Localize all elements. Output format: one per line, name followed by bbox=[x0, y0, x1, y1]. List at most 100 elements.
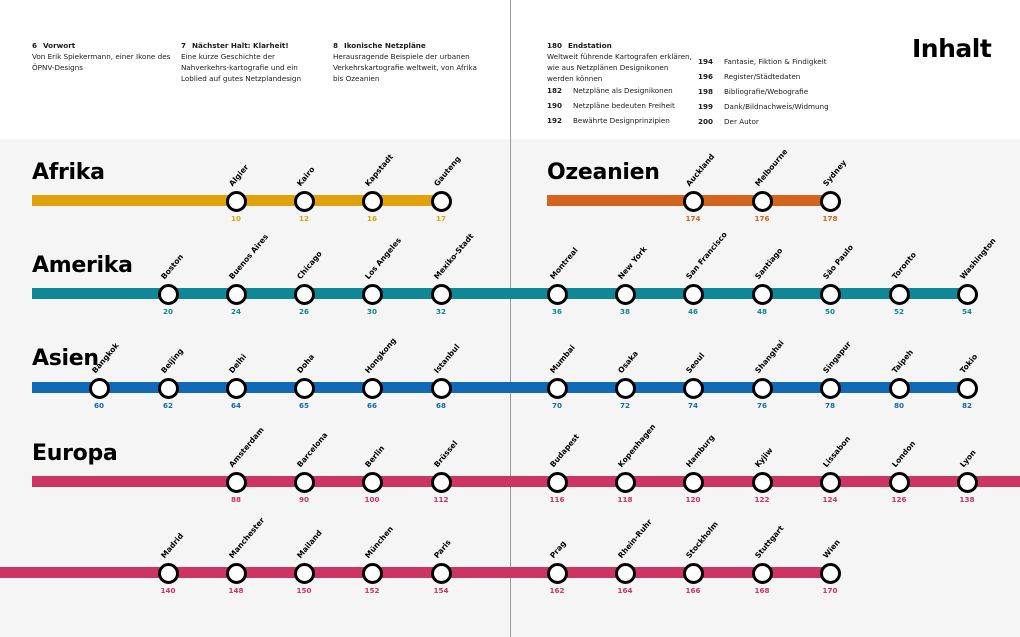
station-name[interactable]: Doha bbox=[295, 352, 317, 375]
station-name[interactable]: Taipeh bbox=[890, 347, 915, 375]
station-name[interactable]: Osaka bbox=[616, 349, 640, 375]
station-marker[interactable] bbox=[226, 284, 247, 305]
station-marker[interactable] bbox=[752, 472, 773, 493]
station-name[interactable]: Lissabon bbox=[821, 434, 853, 469]
station-marker[interactable] bbox=[820, 284, 841, 305]
station-marker[interactable] bbox=[615, 378, 636, 399]
station-page-number[interactable]: 176 bbox=[754, 214, 770, 223]
station-marker[interactable] bbox=[957, 378, 978, 399]
station-name[interactable]: Singapur bbox=[821, 339, 853, 375]
station-name[interactable]: Amsterdam bbox=[227, 425, 266, 469]
station-marker[interactable] bbox=[431, 563, 452, 584]
station-page-number[interactable]: 48 bbox=[756, 307, 767, 316]
station-name[interactable]: Kopenhagen bbox=[616, 422, 658, 469]
station-page-number[interactable]: 76 bbox=[756, 401, 767, 410]
station-page-number[interactable]: 178 bbox=[822, 214, 838, 223]
station-marker[interactable] bbox=[683, 563, 704, 584]
station-name[interactable]: Beijing bbox=[159, 346, 186, 375]
station-name[interactable]: Mailand bbox=[295, 528, 324, 560]
station-page-number[interactable]: 65 bbox=[298, 401, 309, 410]
toc-appendix-entry[interactable]: 198 Bibliografie/Webografie bbox=[698, 84, 829, 99]
station-marker[interactable] bbox=[957, 472, 978, 493]
station-marker[interactable] bbox=[752, 563, 773, 584]
station-name[interactable]: München bbox=[363, 524, 395, 560]
station-name[interactable]: Wien bbox=[821, 537, 842, 560]
station-marker[interactable] bbox=[226, 378, 247, 399]
station-page-number[interactable]: 124 bbox=[822, 495, 838, 504]
station-page-number[interactable]: 62 bbox=[162, 401, 173, 410]
station-page-number[interactable]: 64 bbox=[230, 401, 241, 410]
station-name[interactable]: Shanghai bbox=[753, 338, 786, 375]
toc-appendix-entry[interactable]: 196 Register/Städtedaten bbox=[698, 69, 829, 84]
station-page-number[interactable]: 118 bbox=[617, 495, 633, 504]
toc-entry-naechster-halt[interactable]: 7 Nächster Halt: Klarheit! Eine kurze Ges… bbox=[181, 40, 321, 84]
station-page-number[interactable]: 32 bbox=[435, 307, 446, 316]
toc-sub-entry[interactable]: 182 Netzpläne als Designikonen bbox=[547, 83, 675, 98]
station-name[interactable]: Madrid bbox=[159, 531, 186, 560]
station-page-number[interactable]: 36 bbox=[551, 307, 562, 316]
station-page-number[interactable]: 68 bbox=[435, 401, 446, 410]
station-page-number[interactable]: 66 bbox=[366, 401, 377, 410]
station-marker[interactable] bbox=[89, 378, 110, 399]
station-page-number[interactable]: 150 bbox=[296, 586, 312, 595]
station-marker[interactable] bbox=[226, 472, 247, 493]
station-marker[interactable] bbox=[820, 563, 841, 584]
station-page-number[interactable]: 100 bbox=[364, 495, 380, 504]
station-page-number[interactable]: 52 bbox=[893, 307, 904, 316]
station-marker[interactable] bbox=[683, 284, 704, 305]
station-marker[interactable] bbox=[615, 563, 636, 584]
station-name[interactable]: Melbourne bbox=[753, 147, 790, 188]
station-marker[interactable] bbox=[820, 378, 841, 399]
station-marker[interactable] bbox=[752, 284, 773, 305]
station-marker[interactable] bbox=[547, 563, 568, 584]
station-page-number[interactable]: 174 bbox=[685, 214, 701, 223]
station-name[interactable]: São Paulo bbox=[821, 242, 856, 281]
station-name[interactable]: Rhein-Ruhr bbox=[616, 517, 654, 560]
station-page-number[interactable]: 74 bbox=[687, 401, 698, 410]
station-name[interactable]: Washington bbox=[958, 236, 998, 281]
station-name[interactable]: Barcelona bbox=[295, 430, 330, 469]
station-marker[interactable] bbox=[683, 378, 704, 399]
toc-sub-entry[interactable]: 190 Netzpläne bedeuten Freiheit bbox=[547, 98, 675, 113]
station-page-number[interactable]: 54 bbox=[961, 307, 972, 316]
station-marker[interactable] bbox=[362, 284, 383, 305]
station-page-number[interactable]: 20 bbox=[162, 307, 173, 316]
station-name[interactable]: Santiago bbox=[753, 246, 785, 281]
station-marker[interactable] bbox=[820, 472, 841, 493]
station-marker[interactable] bbox=[889, 378, 910, 399]
station-page-number[interactable]: 166 bbox=[685, 586, 701, 595]
station-marker[interactable] bbox=[362, 563, 383, 584]
station-name[interactable]: Boston bbox=[159, 252, 186, 281]
station-name[interactable]: Chicago bbox=[295, 249, 324, 281]
station-name[interactable]: Hongkong bbox=[363, 336, 398, 375]
toc-entry-endstation[interactable]: 180 Endstation Weltweit führende Kartogra… bbox=[547, 40, 697, 84]
station-name[interactable]: London bbox=[890, 439, 918, 469]
station-marker[interactable] bbox=[362, 378, 383, 399]
station-marker[interactable] bbox=[615, 284, 636, 305]
station-page-number[interactable]: 82 bbox=[961, 401, 972, 410]
station-page-number[interactable]: 126 bbox=[891, 495, 907, 504]
station-page-number[interactable]: 122 bbox=[754, 495, 770, 504]
station-name[interactable]: Lyon bbox=[958, 447, 978, 469]
station-page-number[interactable]: 170 bbox=[822, 586, 838, 595]
station-marker[interactable] bbox=[362, 191, 383, 212]
station-name[interactable]: Delhi bbox=[227, 352, 249, 375]
station-name[interactable]: Budapest bbox=[548, 432, 582, 469]
station-name[interactable]: Stuttgart bbox=[753, 523, 786, 560]
station-marker[interactable] bbox=[431, 191, 452, 212]
toc-entry-vorwort[interactable]: 6 Vorwort Von Erik Spiekermann, einer Iko… bbox=[32, 40, 172, 73]
station-name[interactable]: Toronto bbox=[890, 250, 918, 281]
station-page-number[interactable]: 24 bbox=[230, 307, 241, 316]
station-marker[interactable] bbox=[820, 191, 841, 212]
station-name[interactable]: Mumbai bbox=[548, 343, 577, 375]
station-name[interactable]: Hamburg bbox=[684, 433, 717, 469]
station-page-number[interactable]: 120 bbox=[685, 495, 701, 504]
station-marker[interactable] bbox=[431, 378, 452, 399]
station-page-number[interactable]: 154 bbox=[433, 586, 449, 595]
station-marker[interactable] bbox=[294, 378, 315, 399]
station-page-number[interactable]: 90 bbox=[298, 495, 309, 504]
station-marker[interactable] bbox=[226, 563, 247, 584]
station-marker[interactable] bbox=[889, 472, 910, 493]
station-page-number[interactable]: 38 bbox=[619, 307, 630, 316]
station-name[interactable]: Montreal bbox=[548, 245, 580, 281]
